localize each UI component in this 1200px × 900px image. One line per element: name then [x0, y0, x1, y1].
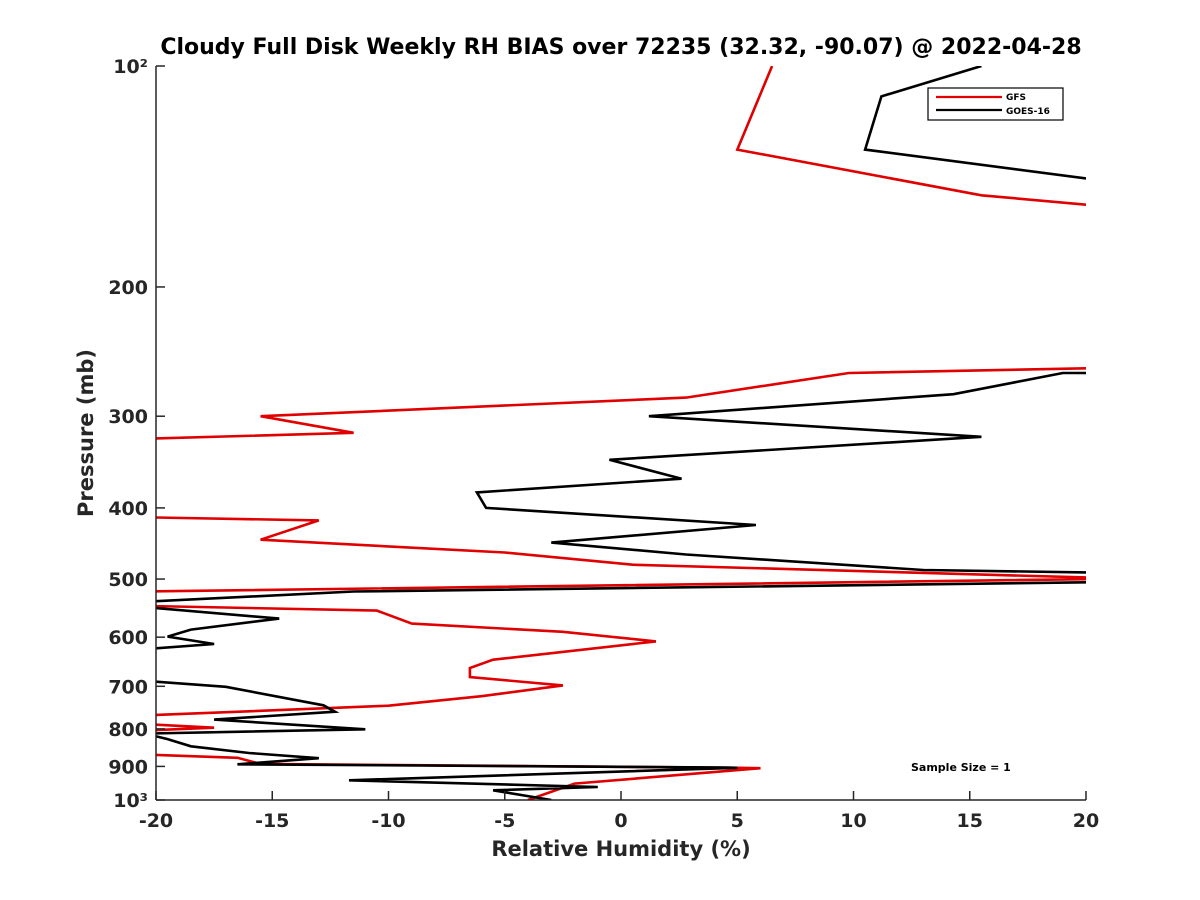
series-line-goes16	[156, 66, 1086, 800]
y-tick-label: 900	[108, 756, 148, 778]
x-tick-label: 5	[731, 810, 744, 832]
y-tick-label: 300	[108, 406, 148, 428]
y-tick-label: 400	[108, 498, 148, 520]
x-axis-label: Relative Humidity (%)	[491, 837, 750, 861]
y-tick-label: 200	[108, 277, 148, 299]
y-tick-label: 10³	[113, 790, 148, 812]
y-tick-label: 600	[108, 627, 148, 649]
legend-label-gfs: GFS	[1006, 93, 1026, 103]
x-tick-label: 20	[1073, 810, 1099, 832]
y-tick-label: 700	[108, 676, 148, 698]
x-axis-ticks: -20 -15 -10 -5 0 5 10 15 20	[139, 791, 1099, 832]
legend: GFS GOES-16	[927, 87, 1064, 121]
y-axis-ticks: 10² 200 300 400 500 600 700 800 900 10³	[108, 56, 165, 812]
x-tick-label: -20	[139, 810, 173, 832]
legend-label-goes16: GOES-16	[1006, 107, 1050, 117]
sample-size-annotation: Sample Size = 1	[911, 761, 1011, 774]
legend-box	[927, 87, 1064, 121]
x-tick-label: -5	[494, 810, 515, 832]
x-tick-label: 0	[614, 810, 627, 832]
x-tick-label: 10	[840, 810, 866, 832]
y-axis-label: Pressure (mb)	[74, 349, 98, 517]
series-line-gfs	[156, 66, 1086, 800]
y-tick-label: 500	[108, 569, 148, 591]
plot-area	[156, 66, 1086, 800]
x-tick-label: 15	[957, 810, 983, 832]
y-tick-label: 800	[108, 719, 148, 741]
chart-title: Cloudy Full Disk Weekly RH BIAS over 722…	[160, 35, 1081, 60]
y-tick-label: 10²	[113, 56, 148, 78]
x-tick-label: -10	[371, 810, 405, 832]
x-tick-label: -15	[255, 810, 289, 832]
series-layer	[156, 66, 1086, 800]
